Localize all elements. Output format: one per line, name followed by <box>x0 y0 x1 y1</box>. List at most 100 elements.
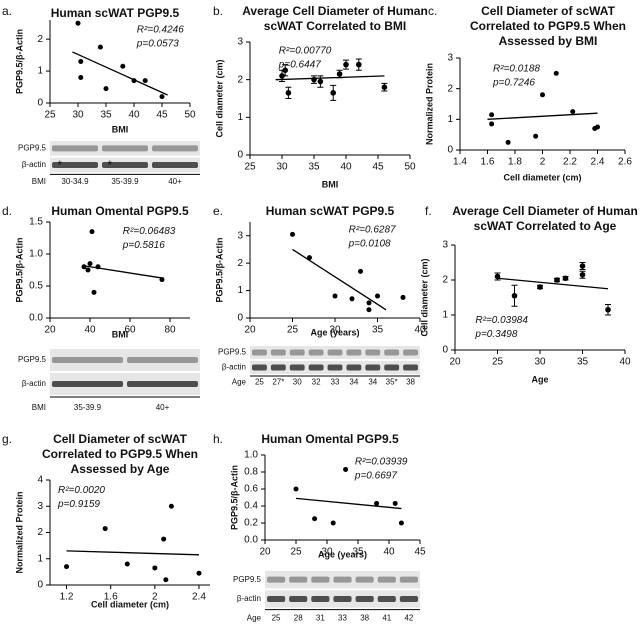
y-tick-label: 1 <box>37 66 43 77</box>
data-point <box>343 61 349 68</box>
x-tick-label: 30 <box>72 110 84 121</box>
x-tick-label: 20 <box>244 325 256 336</box>
data-point <box>78 59 84 64</box>
x-tick-label: 40 <box>619 357 631 368</box>
x-axis-label: Cell diameter (cm) <box>503 172 581 182</box>
chart-title: Human scWAT PGP9.5 <box>51 6 180 20</box>
annotation: p=0.9159 <box>57 499 100 510</box>
x-tick-label: 40 <box>128 110 140 121</box>
x-tick-label: 35 <box>352 547 364 558</box>
data-point <box>595 124 600 130</box>
data-point <box>540 92 545 98</box>
x-tick-label: 45 <box>372 162 384 173</box>
data-point <box>311 76 317 83</box>
x-tick-label: 1.8 <box>508 157 522 168</box>
blot-band <box>52 381 123 387</box>
data-point <box>64 564 70 570</box>
panel-label: e. <box>213 204 223 218</box>
blot-band <box>377 596 396 602</box>
y-tick-label: 0 <box>37 98 43 109</box>
data-point <box>505 139 511 145</box>
y-tick-label: 0.2 <box>244 518 258 529</box>
y-tick-label: 0.0 <box>29 313 43 324</box>
chart-title: Cell Diameter of scWAT <box>53 432 187 446</box>
y-tick-label: 1 <box>37 553 43 564</box>
data-point <box>91 289 97 295</box>
x-tick-label: 35 <box>577 357 589 368</box>
blot-lane-label: 35-39.9 <box>111 177 139 186</box>
data-point <box>103 86 109 92</box>
data-point <box>87 261 93 267</box>
data-point <box>511 292 518 299</box>
annotation: R²=0.6287 <box>349 224 396 235</box>
chart-title: Assessed by BMI <box>499 34 598 48</box>
x-axis-label: BMI <box>112 329 129 339</box>
data-point <box>102 526 108 532</box>
annotation: R²=0.06483 <box>123 226 176 237</box>
blot-band <box>270 364 286 371</box>
blot-band <box>355 576 374 583</box>
x-tick-label: 2.4 <box>591 157 605 168</box>
data-point <box>533 133 539 139</box>
panel-label: h. <box>213 432 223 446</box>
blot-band <box>308 364 324 371</box>
panel-label: b. <box>213 4 223 18</box>
x-tick-label: 30 <box>329 325 341 336</box>
y-tick-label: 2 <box>237 74 243 85</box>
blot-band <box>327 364 343 371</box>
x-tick-label: 1.2 <box>60 592 74 603</box>
blot-lane-title: BMI <box>32 177 46 186</box>
blot-lane-label: 34 <box>368 378 377 387</box>
x-tick-label: 25 <box>44 110 56 121</box>
data-point <box>570 109 576 115</box>
blot-lane-label: 35* <box>386 378 398 387</box>
data-point <box>356 61 362 68</box>
data-point <box>131 78 137 84</box>
blot-strip <box>50 373 200 395</box>
data-point <box>85 267 91 273</box>
trend-line <box>292 248 387 311</box>
x-tick-label: 40 <box>414 325 426 336</box>
blot-lane-label: 34 <box>349 378 358 387</box>
y-tick-label: 1 <box>237 285 243 296</box>
panel-label: f. <box>425 204 432 218</box>
blot-band <box>102 162 148 168</box>
data-point <box>489 112 495 118</box>
annotation: p=0.3498 <box>474 329 517 340</box>
x-axis-label: Age <box>531 374 548 384</box>
blot-band <box>365 349 381 356</box>
blot-lane-title: Age <box>232 378 247 387</box>
blot-band <box>289 576 308 583</box>
y-tick-label: 1 <box>237 112 243 123</box>
chart-title: Human Omental PGP9.5 <box>51 204 189 218</box>
blot-band <box>311 576 330 583</box>
blot-row-label: β-actin <box>22 160 46 169</box>
data-point <box>159 277 165 283</box>
data-point <box>285 90 292 96</box>
x-axis-label: BMI <box>112 124 129 134</box>
blot-band <box>289 349 305 356</box>
x-tick-label: 1.6 <box>104 592 118 603</box>
x-tick-label: 35 <box>100 110 112 121</box>
panel-label: d. <box>2 204 12 218</box>
blot-row-label: PGP9.5 <box>18 143 47 152</box>
y-axis-label: Cell diameter (cm) <box>214 59 224 137</box>
blot-band <box>399 596 418 602</box>
x-tick-label: 25 <box>290 547 302 558</box>
data-point <box>196 570 202 576</box>
data-point <box>124 561 130 567</box>
y-axis-label: PGP9.5/β-Actin <box>214 237 224 302</box>
blot-lane-label: 35-39.9 <box>74 403 102 412</box>
data-point <box>120 63 126 69</box>
blot-lane-label: 42 <box>404 613 413 622</box>
x-tick-label: 35 <box>308 162 320 173</box>
annotation: R²=0.0020 <box>58 485 105 496</box>
chart-title: scWAT Correlated to BMI <box>264 19 406 33</box>
annotation: p=0.0573 <box>136 39 179 50</box>
annotation: p=0.5816 <box>122 240 165 251</box>
blot-lane-label: 32 <box>312 378 321 387</box>
blot-lane-label: 40+ <box>156 403 170 412</box>
blot-band <box>333 596 352 602</box>
data-point <box>95 264 101 270</box>
blot-band <box>267 596 286 602</box>
